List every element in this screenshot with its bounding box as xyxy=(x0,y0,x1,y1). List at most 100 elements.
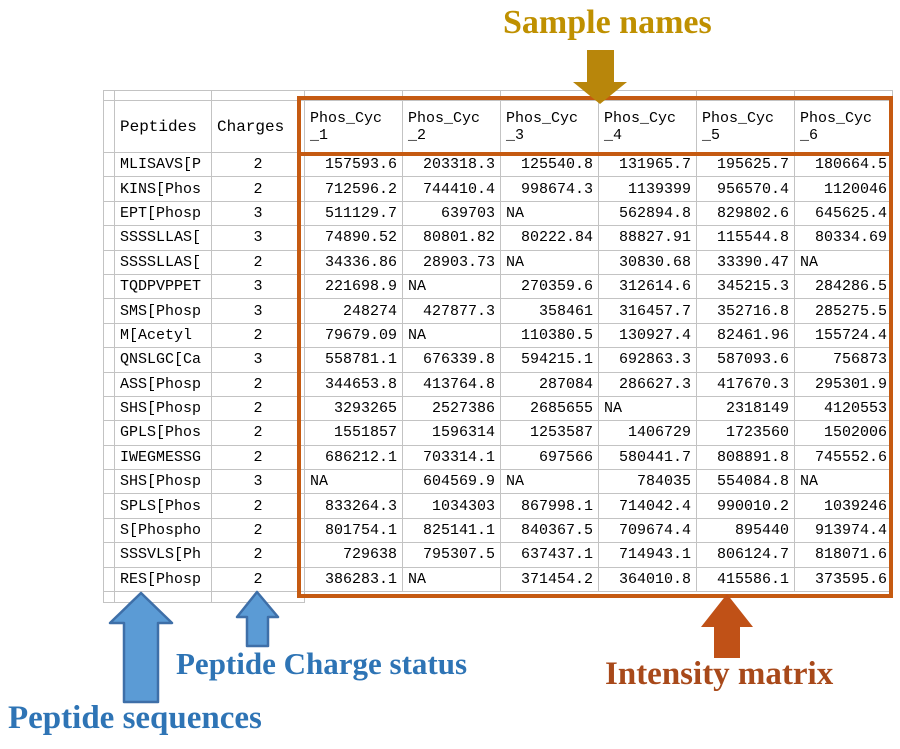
empty-cell[interactable] xyxy=(103,517,115,544)
intensity-cell[interactable]: 639703 xyxy=(402,200,501,227)
charge-cell[interactable]: 2 xyxy=(211,249,305,275)
charge-cell[interactable]: 3 xyxy=(211,469,305,495)
intensity-cell[interactable]: 637437.1 xyxy=(500,542,599,568)
charge-cell[interactable]: 2 xyxy=(211,542,305,568)
intensity-cell[interactable]: 709674.4 xyxy=(598,517,697,544)
intensity-cell[interactable]: 371454.2 xyxy=(500,566,599,593)
intensity-cell[interactable]: 998674.3 xyxy=(500,176,599,202)
intensity-cell[interactable]: 4120553 xyxy=(794,395,893,422)
intensity-cell[interactable]: 130927.4 xyxy=(598,322,697,349)
peptide-cell[interactable]: S[Phospho xyxy=(114,517,212,544)
intensity-cell[interactable]: 2318149 xyxy=(696,395,795,422)
intensity-cell[interactable]: 1039246 xyxy=(794,493,893,519)
intensity-cell[interactable]: NA xyxy=(794,249,893,275)
intensity-cell[interactable]: NA xyxy=(500,249,599,275)
intensity-cell[interactable]: NA xyxy=(500,469,599,495)
empty-cell[interactable] xyxy=(103,347,115,373)
intensity-cell[interactable]: 344653.8 xyxy=(304,371,403,397)
peptide-cell[interactable]: QNSLGC[Ca xyxy=(114,347,212,373)
peptide-cell[interactable]: IWEGMESSG xyxy=(114,444,212,471)
intensity-cell[interactable]: 195625.7 xyxy=(696,151,795,178)
empty-cell[interactable] xyxy=(103,249,115,275)
intensity-cell[interactable]: 1723560 xyxy=(696,420,795,446)
empty-cell[interactable] xyxy=(103,591,115,604)
intensity-cell[interactable]: 3293265 xyxy=(304,395,403,422)
intensity-cell[interactable]: 2527386 xyxy=(402,395,501,422)
intensity-cell[interactable]: 287084 xyxy=(500,371,599,397)
intensity-cell[interactable]: 373595.6 xyxy=(794,566,893,593)
peptides-column-header[interactable]: Peptides xyxy=(114,100,212,153)
charge-cell[interactable]: 3 xyxy=(211,347,305,373)
intensity-cell[interactable]: 74890.52 xyxy=(304,225,403,251)
intensity-cell[interactable]: 34336.86 xyxy=(304,249,403,275)
empty-cell[interactable] xyxy=(696,591,795,603)
intensity-cell[interactable]: 580441.7 xyxy=(598,444,697,471)
empty-cell[interactable] xyxy=(103,273,115,300)
intensity-cell[interactable]: 714943.1 xyxy=(598,542,697,568)
intensity-cell[interactable]: 115544.8 xyxy=(696,225,795,251)
intensity-cell[interactable]: 427877.3 xyxy=(402,298,501,324)
empty-cell[interactable] xyxy=(402,90,501,101)
peptide-cell[interactable]: SSSSLLAS[ xyxy=(114,249,212,275)
sample-column-header[interactable]: Phos_Cyc _6 xyxy=(794,100,893,153)
peptide-cell[interactable]: SHS[Phosp xyxy=(114,469,212,495)
sample-column-header[interactable]: Phos_Cyc _3 xyxy=(500,100,599,153)
intensity-cell[interactable]: 203318.3 xyxy=(402,151,501,178)
peptide-cell[interactable]: MLISAVS[P xyxy=(114,151,212,178)
intensity-cell[interactable]: 729638 xyxy=(304,542,403,568)
intensity-cell[interactable]: 386283.1 xyxy=(304,566,403,593)
intensity-cell[interactable]: 833264.3 xyxy=(304,493,403,519)
empty-cell[interactable] xyxy=(103,151,115,178)
empty-cell[interactable] xyxy=(103,469,115,495)
intensity-cell[interactable]: 79679.09 xyxy=(304,322,403,349)
intensity-cell[interactable]: 28903.73 xyxy=(402,249,501,275)
intensity-cell[interactable]: 825141.1 xyxy=(402,517,501,544)
intensity-cell[interactable]: 511129.7 xyxy=(304,200,403,227)
charge-cell[interactable]: 3 xyxy=(211,200,305,227)
intensity-cell[interactable]: 270359.6 xyxy=(500,273,599,300)
intensity-cell[interactable]: 110380.5 xyxy=(500,322,599,349)
charge-cell[interactable]: 2 xyxy=(211,151,305,178)
intensity-cell[interactable]: 316457.7 xyxy=(598,298,697,324)
intensity-cell[interactable]: 1502006 xyxy=(794,420,893,446)
intensity-cell[interactable]: 801754.1 xyxy=(304,517,403,544)
intensity-cell[interactable]: 990010.2 xyxy=(696,493,795,519)
intensity-cell[interactable]: 594215.1 xyxy=(500,347,599,373)
empty-cell[interactable] xyxy=(500,90,599,101)
sample-column-header[interactable]: Phos_Cyc _5 xyxy=(696,100,795,153)
intensity-cell[interactable]: NA xyxy=(598,395,697,422)
empty-cell[interactable] xyxy=(794,90,893,101)
peptide-cell[interactable]: EPT[Phosp xyxy=(114,200,212,227)
intensity-cell[interactable]: 745552.6 xyxy=(794,444,893,471)
empty-cell[interactable] xyxy=(696,90,795,101)
intensity-cell[interactable]: 417670.3 xyxy=(696,371,795,397)
empty-cell[interactable] xyxy=(304,90,403,101)
charge-cell[interactable]: 3 xyxy=(211,298,305,324)
empty-cell[interactable] xyxy=(598,591,697,603)
intensity-cell[interactable]: 784035 xyxy=(598,469,697,495)
empty-cell[interactable] xyxy=(103,225,115,251)
intensity-cell[interactable]: 155724.4 xyxy=(794,322,893,349)
intensity-cell[interactable]: 125540.8 xyxy=(500,151,599,178)
peptide-cell[interactable]: KINS[Phos xyxy=(114,176,212,202)
intensity-cell[interactable]: 587093.6 xyxy=(696,347,795,373)
intensity-cell[interactable]: 88827.91 xyxy=(598,225,697,251)
intensity-cell[interactable]: 285275.5 xyxy=(794,298,893,324)
intensity-cell[interactable]: 82461.96 xyxy=(696,322,795,349)
peptide-cell[interactable]: SHS[Phosp xyxy=(114,395,212,422)
empty-cell[interactable] xyxy=(103,371,115,397)
intensity-cell[interactable]: 795307.5 xyxy=(402,542,501,568)
intensity-cell[interactable]: 295301.9 xyxy=(794,371,893,397)
intensity-cell[interactable]: 1406729 xyxy=(598,420,697,446)
intensity-cell[interactable]: 756873 xyxy=(794,347,893,373)
intensity-cell[interactable]: 157593.6 xyxy=(304,151,403,178)
intensity-cell[interactable]: 562894.8 xyxy=(598,200,697,227)
intensity-cell[interactable]: 1139399 xyxy=(598,176,697,202)
empty-cell[interactable] xyxy=(402,591,501,603)
intensity-cell[interactable]: 840367.5 xyxy=(500,517,599,544)
charge-cell[interactable]: 3 xyxy=(211,225,305,251)
empty-cell[interactable] xyxy=(103,298,115,324)
intensity-cell[interactable]: 686212.1 xyxy=(304,444,403,471)
intensity-cell[interactable]: 2685655 xyxy=(500,395,599,422)
intensity-cell[interactable]: 131965.7 xyxy=(598,151,697,178)
